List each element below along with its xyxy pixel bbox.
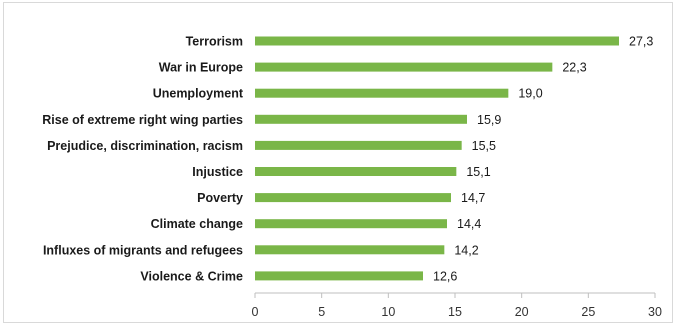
value-labels: 27,3 22,3 19,0 15,9 15,5 15,1 14,7 14,4 14,2 12,6 [433,35,653,284]
bar [255,167,457,176]
x-tick-label: 0 [252,305,259,319]
category-label: Poverty [197,191,243,205]
chart-frame: Terrorism War in Europe Unemployment Rise o… [3,2,673,323]
data-label: 15,1 [466,165,490,179]
x-tick-label: 30 [648,305,662,319]
category-label: Climate change [151,217,243,231]
data-label: 14,4 [457,217,481,231]
x-tick-label: 15 [448,305,462,319]
x-tick-label: 25 [581,305,595,319]
category-labels: Terrorism War in Europe Unemployment Rise o… [42,35,244,284]
category-label: Injustice [192,165,243,179]
category-label: Influxes of migrants and refugees [43,243,243,257]
x-tick-label: 20 [515,305,529,319]
bar [255,114,467,124]
data-label: 15,9 [477,113,501,127]
bar [255,245,445,255]
data-label: 22,3 [562,61,586,75]
bars [255,36,619,281]
data-label: 19,0 [518,87,542,101]
bar [255,88,509,98]
bar [255,193,451,203]
data-label: 14,7 [461,191,485,205]
bar [255,62,553,72]
data-label: 14,2 [454,243,478,257]
data-label: 27,3 [629,35,653,49]
bar [255,219,447,229]
bar-chart: Terrorism War in Europe Unemployment Rise o… [42,35,662,320]
category-label: Terrorism [186,35,243,49]
data-label: 12,6 [433,269,457,283]
x-axis-ticks: 0 5 10 15 20 25 30 [252,293,662,319]
category-label: War in Europe [159,61,243,75]
category-label: Violence & Crime [140,269,243,283]
bar [255,36,619,46]
category-label: Rise of extreme right wing parties [42,113,243,127]
x-tick-label: 10 [381,305,395,319]
x-tick-label: 5 [318,305,325,319]
category-label: Unemployment [153,87,244,101]
category-label: Prejudice, discrimination, racism [47,139,243,153]
bar [255,271,423,281]
data-label: 15,5 [472,139,496,153]
bar [255,140,462,150]
